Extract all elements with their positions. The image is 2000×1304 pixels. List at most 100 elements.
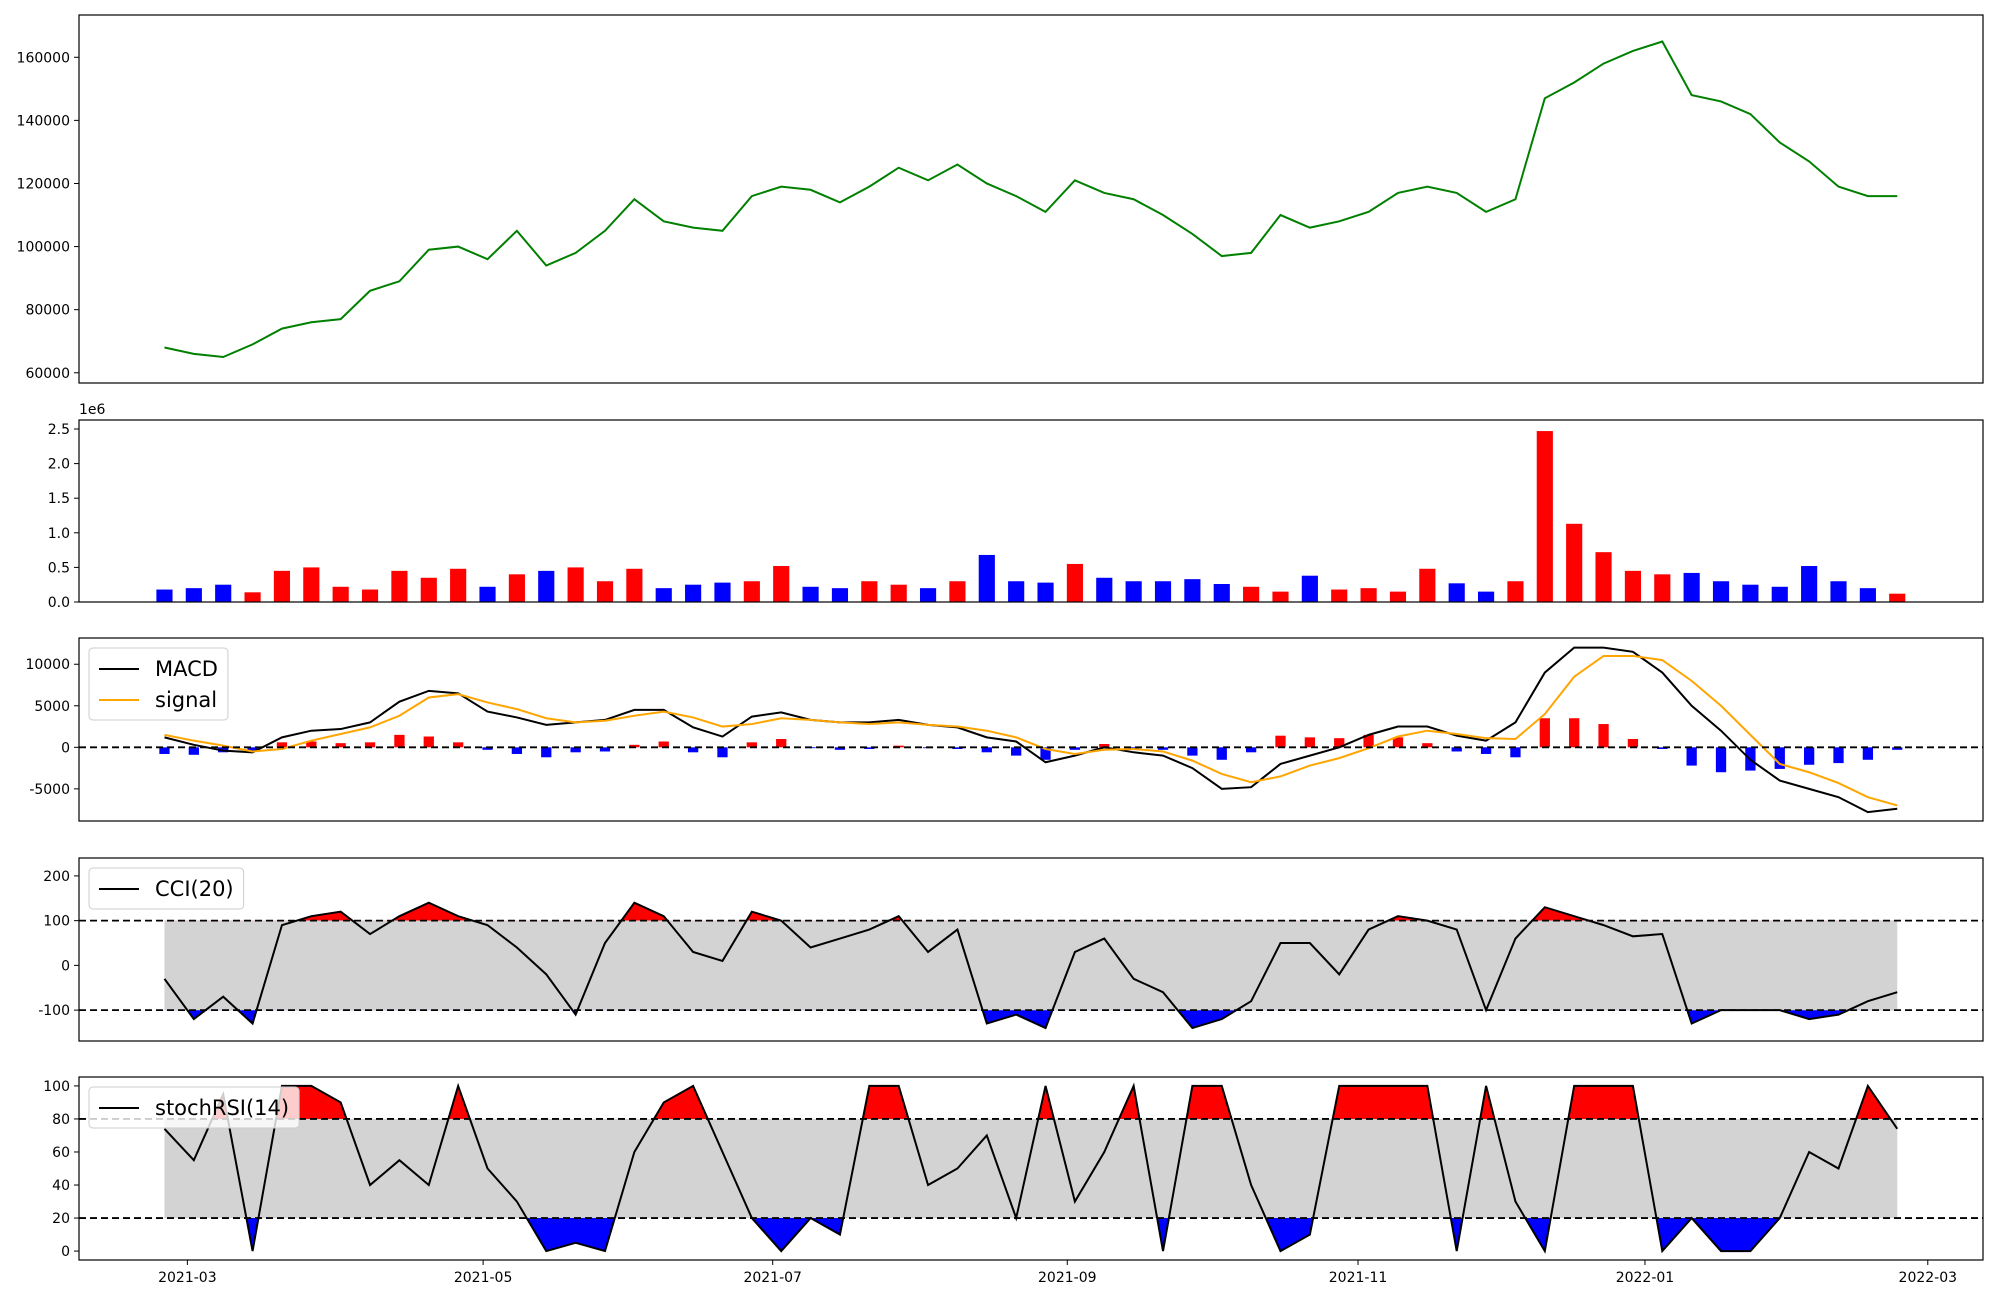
y-tick-label: 1.5 <box>48 491 70 507</box>
y-tick-label: 120000 <box>17 176 70 192</box>
volume-bar <box>685 584 702 602</box>
histogram-bar <box>1069 747 1081 750</box>
y-tick-label: 40 <box>52 1178 70 1194</box>
volume-bar <box>919 588 937 602</box>
volume-bar <box>1859 588 1876 602</box>
legend-box <box>88 1086 300 1129</box>
histogram-bar <box>1627 739 1639 748</box>
legend-label: signal <box>155 688 217 712</box>
y-tick-label: 0.0 <box>48 595 70 611</box>
volume-bar <box>596 581 614 602</box>
axes-frame <box>78 1076 1984 1261</box>
x-tick-label: 2022-03 <box>1899 1270 1958 1286</box>
series-line <box>164 654 1898 807</box>
histogram-bar <box>1451 747 1462 752</box>
y-tick-label: -100 <box>38 1003 70 1019</box>
histogram-bar <box>1157 747 1169 750</box>
histogram-bar <box>1774 747 1785 769</box>
y-tick-label: 20 <box>52 1211 70 1227</box>
panel <box>156 431 1906 602</box>
x-tick-label: 2022-01 <box>1616 1270 1675 1286</box>
histogram-bar <box>1363 734 1374 748</box>
volume-bar <box>303 567 320 602</box>
volume-bar <box>743 581 760 602</box>
axes-frame <box>78 637 1984 822</box>
histogram-bar <box>1657 747 1668 749</box>
volume-bar <box>1507 581 1524 602</box>
volume-bar <box>978 554 995 602</box>
volume-bar <box>655 588 672 602</box>
y-tick-label: 0 <box>61 958 70 974</box>
histogram-bar <box>159 747 170 754</box>
histogram-bar <box>1569 718 1580 748</box>
histogram-bar <box>423 736 434 748</box>
volume-bar <box>1360 588 1377 602</box>
volume-bar <box>1889 593 1906 602</box>
series-line <box>164 40 1898 359</box>
x-tick-label: 2021-03 <box>158 1270 217 1286</box>
volume-bar <box>1419 568 1436 602</box>
histogram-bar <box>1803 747 1815 765</box>
histogram-bar <box>776 739 787 748</box>
y-tick-label: 100000 <box>17 240 70 256</box>
histogram-bar <box>1833 747 1844 764</box>
panel <box>164 40 1898 359</box>
y-tick-label: 160000 <box>17 50 70 66</box>
legend-label: stochRSI(14) <box>155 1096 289 1120</box>
volume-bar <box>215 584 232 602</box>
y-tick-label: 0.5 <box>48 560 70 576</box>
panel <box>159 646 1903 814</box>
x-tick-label: 2021-07 <box>743 1270 802 1286</box>
histogram-bar <box>1539 718 1550 748</box>
legend-box <box>88 867 245 910</box>
histogram-bar <box>599 747 611 752</box>
volume-bar <box>1683 572 1700 602</box>
panel <box>163 901 1898 1030</box>
histogram-bar <box>1040 747 1051 760</box>
volume-bar <box>1096 577 1113 602</box>
band <box>164 920 1898 1011</box>
volume-bar <box>1037 582 1054 602</box>
histogram-bar <box>1011 747 1022 756</box>
band <box>164 1118 1898 1219</box>
volume-bar <box>1595 552 1612 602</box>
histogram-bar <box>981 747 992 753</box>
histogram-bar <box>1862 747 1874 760</box>
volume-bar <box>567 567 584 602</box>
y-tick-label: 2.0 <box>48 457 70 473</box>
axes-frame <box>78 419 1984 603</box>
histogram-bar <box>1510 747 1521 758</box>
volume-bar <box>1536 431 1553 602</box>
y-tick-label: 0 <box>61 1244 70 1260</box>
fill-below <box>164 1010 1898 1029</box>
volume-bar <box>1624 570 1641 602</box>
histogram-bar <box>1275 735 1286 748</box>
series-line <box>163 1082 1899 1254</box>
volume-bar <box>391 570 408 602</box>
volume-bar <box>949 581 966 602</box>
y-tick-label: 140000 <box>17 113 70 129</box>
histogram-bar <box>247 747 258 751</box>
y-tick-label: 0 <box>61 740 70 756</box>
volume-bar <box>1654 574 1671 602</box>
volume-bar <box>450 568 467 602</box>
volume-bar <box>420 577 437 602</box>
panel <box>163 1082 1899 1254</box>
volume-bar <box>273 570 291 602</box>
histogram-bar <box>952 747 963 749</box>
y-tick-label: 100 <box>43 914 70 930</box>
series-line <box>164 646 1898 814</box>
histogram-bar <box>1686 747 1697 766</box>
volume-bar <box>1477 591 1495 602</box>
volume-bar <box>1154 581 1172 602</box>
x-tick-label: 2021-09 <box>1038 1270 1097 1286</box>
histogram-bar <box>1892 747 1903 750</box>
histogram-bar <box>541 747 552 758</box>
histogram-bar <box>1334 738 1345 748</box>
histogram-bar <box>658 741 669 748</box>
volume-bar <box>185 588 202 602</box>
y-tick-label: 60 <box>52 1145 70 1161</box>
volume-bar <box>1712 581 1730 602</box>
histogram-bar <box>511 747 523 754</box>
histogram-bar <box>834 747 846 750</box>
